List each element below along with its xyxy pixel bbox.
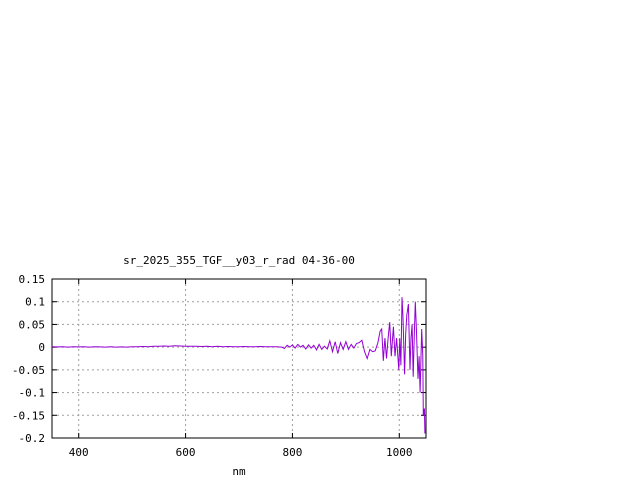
y-tick-label: -0.15 — [12, 409, 45, 422]
x-axis-label: nm — [232, 465, 246, 478]
x-tick-label: 600 — [176, 446, 196, 459]
y-tick-label: 0 — [38, 341, 45, 354]
chart-title: sr_2025_355_TGF__y03_r_rad 04-36-00 — [123, 254, 355, 267]
ticks: 0.15 0.1 0.05 0 -0.05 -0.1 -0.15 -0.2 400 600 800 1… — [12, 273, 426, 459]
y-tick-label: -0.1 — [19, 387, 46, 400]
y-tick-label: -0.2 — [19, 432, 46, 445]
y-tick-label: -0.05 — [12, 364, 45, 377]
y-tick-label: 0.15 — [19, 273, 46, 286]
series-line — [51, 297, 426, 434]
x-tick-label: 400 — [69, 446, 89, 459]
grid — [52, 279, 426, 438]
y-tick-label: 0.05 — [19, 318, 46, 331]
x-tick-label: 1000 — [386, 446, 413, 459]
y-tick-label: 0.1 — [25, 296, 45, 309]
plot-border — [51, 278, 427, 439]
x-tick-label: 800 — [282, 446, 302, 459]
